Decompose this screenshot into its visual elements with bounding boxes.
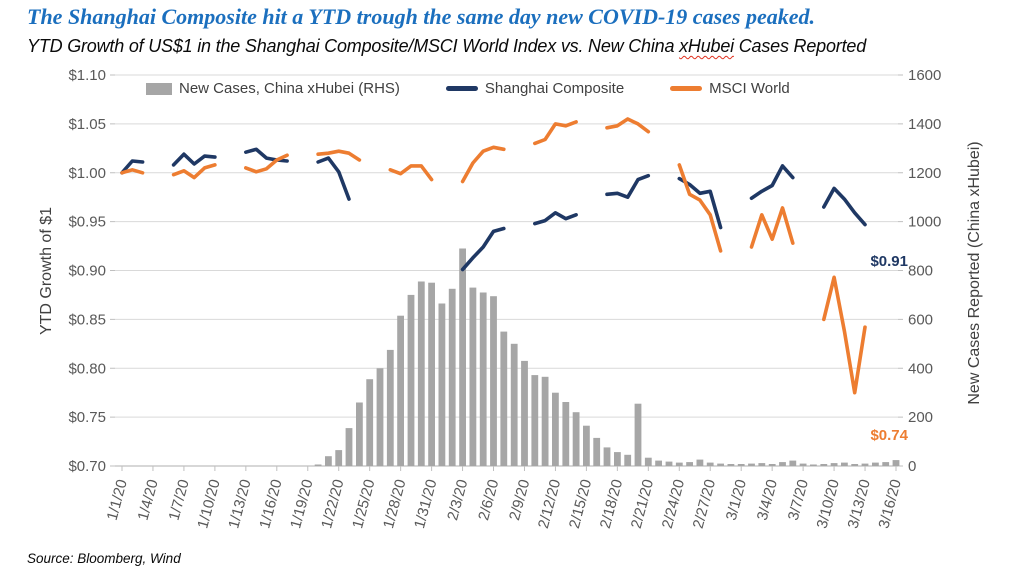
bar-swatch-icon <box>146 82 172 95</box>
svg-text:2/9/20: 2/9/20 <box>506 478 533 523</box>
legend-item-msci-world: MSCI World <box>670 80 790 97</box>
svg-text:2/24/20: 2/24/20 <box>659 478 688 531</box>
svg-text:2/18/20: 2/18/20 <box>597 478 626 531</box>
svg-text:1600: 1600 <box>908 67 941 84</box>
svg-text:$0.80: $0.80 <box>68 360 106 377</box>
svg-text:1/31/20: 1/31/20 <box>411 478 440 531</box>
svg-text:1/13/20: 1/13/20 <box>225 478 254 531</box>
right-axis-title: New Cases Reported (China xHubei) <box>966 141 983 405</box>
svg-text:1/25/20: 1/25/20 <box>349 478 378 531</box>
subtitle-spellcheck-word: xHubei <box>679 36 734 56</box>
svg-text:2/21/20: 2/21/20 <box>628 478 657 531</box>
svg-text:$0.95: $0.95 <box>68 214 106 231</box>
x-axis-tick-labels: 1/1/20 1/4/20 1/7/20 1/10/20 1/13/20 1/16/20 1… <box>104 466 905 530</box>
svg-text:$1.05: $1.05 <box>68 116 106 133</box>
legend-item-shanghai-composite: Shanghai Composite <box>445 80 625 97</box>
subtitle-text-end: Cases Reported <box>733 36 867 56</box>
svg-text:1000: 1000 <box>908 214 941 231</box>
svg-text:2/12/20: 2/12/20 <box>535 478 564 531</box>
svg-text:1/19/20: 1/19/20 <box>287 478 316 531</box>
chart-legend: New Cases, China xHubei (RHS) Shanghai C… <box>146 80 790 97</box>
svg-text:1/16/20: 1/16/20 <box>256 478 285 531</box>
legend-label: MSCI World <box>709 80 790 97</box>
line-shanghai-composite <box>122 149 896 269</box>
svg-text:1400: 1400 <box>908 116 941 133</box>
svg-text:200: 200 <box>908 409 933 426</box>
svg-text:$1.10: $1.10 <box>68 67 106 84</box>
svg-text:$0.75: $0.75 <box>68 409 106 426</box>
svg-text:1200: 1200 <box>908 165 941 182</box>
svg-text:1/10/20: 1/10/20 <box>194 478 223 531</box>
left-axis-title: YTD Growth of $1 <box>38 206 55 336</box>
svg-text:1/7/20: 1/7/20 <box>166 478 193 523</box>
subtitle-text: YTD Growth of US$1 in the Shanghai Compo… <box>27 36 680 56</box>
shanghai-end-value-label: $0.91 <box>870 253 908 270</box>
svg-text:$0.90: $0.90 <box>68 263 106 280</box>
svg-text:400: 400 <box>908 360 933 377</box>
svg-text:2/3/20: 2/3/20 <box>444 478 471 523</box>
svg-text:3/4/20: 3/4/20 <box>754 478 781 523</box>
right-axis-tick-labels: 1600 1400 1200 1000 800 600 400 200 0 <box>908 67 941 475</box>
svg-text:2/27/20: 2/27/20 <box>690 478 719 531</box>
chart-subtitle: YTD Growth of US$1 in the Shanghai Compo… <box>27 36 1017 57</box>
svg-text:3/16/20: 3/16/20 <box>875 478 904 531</box>
svg-text:800: 800 <box>908 263 933 280</box>
svg-text:1/1/20: 1/1/20 <box>104 478 131 523</box>
svg-text:2/6/20: 2/6/20 <box>475 478 502 523</box>
svg-text:1/22/20: 1/22/20 <box>318 478 347 531</box>
svg-text:1/4/20: 1/4/20 <box>135 478 162 523</box>
page-title: The Shanghai Composite hit a YTD trough … <box>27 4 815 29</box>
legend-label: New Cases, China xHubei (RHS) <box>179 80 400 97</box>
svg-text:2/15/20: 2/15/20 <box>566 478 595 531</box>
svg-text:$0.70: $0.70 <box>68 458 106 475</box>
line-swatch-icon <box>445 86 478 91</box>
svg-text:3/10/20: 3/10/20 <box>814 478 843 531</box>
left-axis-tick-labels: $1.10 $1.05 $1.00 $0.95 $0.90 $0.85 $0.80 $0.75… <box>68 67 106 475</box>
msci-end-value-label: $0.74 <box>870 427 908 444</box>
svg-text:3/7/20: 3/7/20 <box>785 478 812 523</box>
svg-text:0: 0 <box>908 458 916 475</box>
svg-text:$1.00: $1.00 <box>68 165 106 182</box>
svg-text:3/1/20: 3/1/20 <box>723 478 750 523</box>
bars-new-cases <box>314 248 900 467</box>
svg-text:1/28/20: 1/28/20 <box>380 478 409 531</box>
source-note: Source: Bloomberg, Wind <box>27 551 181 566</box>
svg-text:$0.85: $0.85 <box>68 311 106 328</box>
svg-text:3/13/20: 3/13/20 <box>845 478 874 531</box>
svg-text:600: 600 <box>908 311 933 328</box>
legend-item-new-cases: New Cases, China xHubei (RHS) <box>146 80 400 97</box>
legend-label: Shanghai Composite <box>484 80 625 97</box>
line-msci-world <box>122 119 896 427</box>
line-swatch-icon <box>670 86 703 91</box>
